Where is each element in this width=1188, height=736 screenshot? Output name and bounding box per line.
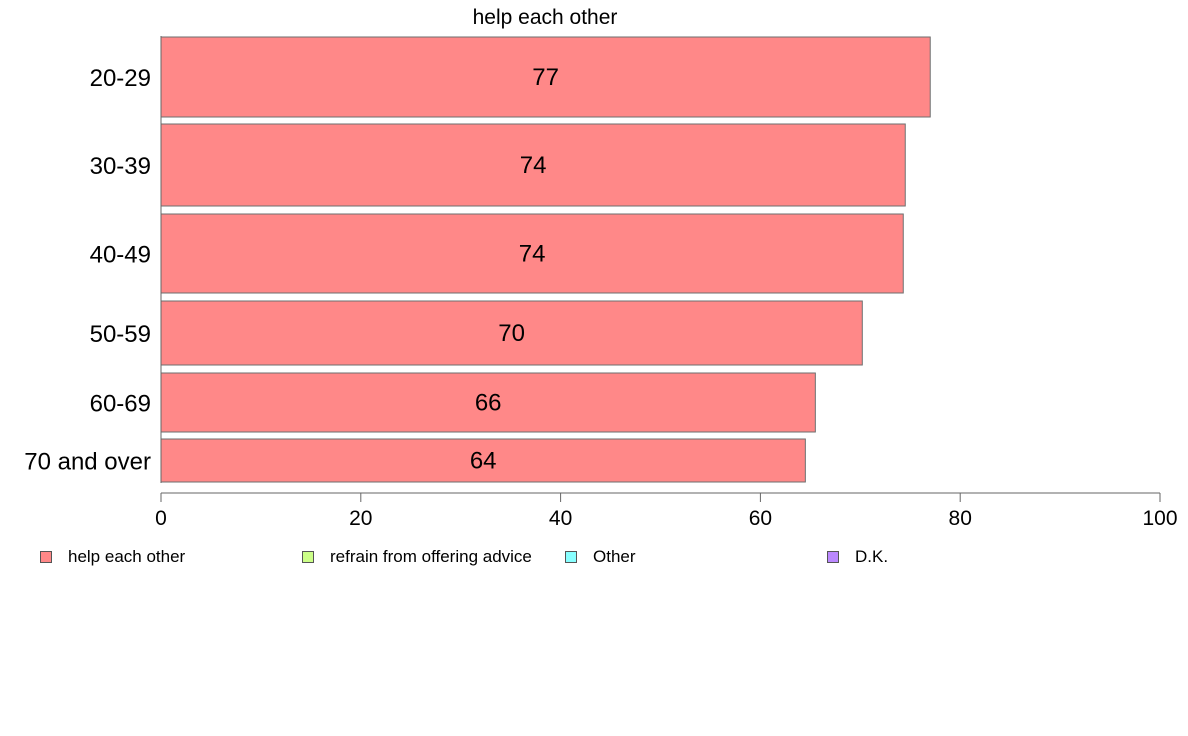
legend-item-help-each-other: help each other [40, 546, 185, 568]
bar-30-39 [160, 123, 906, 207]
bar-value-label: 66 [475, 390, 502, 417]
legend-item-dk: D.K. [827, 546, 888, 568]
bar-value-label: 74 [520, 152, 547, 179]
legend-swatch [565, 551, 577, 563]
bar-40-49 [160, 213, 904, 294]
category-label: 20-29 [90, 65, 151, 92]
bar-value-label: 64 [470, 448, 497, 475]
bar-value-label: 70 [498, 320, 525, 347]
bar-50-59 [160, 300, 863, 366]
legend-label: refrain from offering advice [330, 547, 532, 566]
x-tick-label: 20 [349, 507, 372, 530]
legend-label: D.K. [855, 547, 889, 566]
legend: help each other refrain from offering ad… [0, 546, 1188, 570]
legend-label: Other [593, 547, 636, 566]
x-tick-label: 100 [1142, 507, 1177, 530]
legend-item-other: Other [565, 546, 636, 568]
category-label: 60-69 [90, 391, 151, 418]
category-label: 70 and over [24, 449, 151, 476]
bar-60-69 [160, 372, 816, 433]
bar-20-29 [160, 36, 931, 118]
x-tick-label: 40 [549, 507, 572, 530]
legend-swatch [302, 551, 314, 563]
bar-value-label: 77 [532, 64, 559, 91]
x-tick-label: 60 [749, 507, 772, 530]
x-tick-label: 80 [949, 507, 972, 530]
legend-item-refrain-from-offering-advice: refrain from offering advice [302, 546, 532, 568]
bar-70-and-over [160, 438, 806, 483]
bars: 77 20-29 74 30-39 74 40-49 70 50-59 66 60-69 64 70 … [24, 36, 931, 483]
x-tick-label: 0 [155, 507, 167, 530]
x-axis: 0 20 40 60 80 100 [155, 36, 1178, 530]
legend-label: help each other [68, 547, 186, 566]
category-label: 30-39 [90, 153, 151, 180]
category-label: 50-59 [90, 321, 151, 348]
chart-title: help each other [473, 6, 618, 29]
bar-value-label: 74 [519, 241, 546, 268]
category-label: 40-49 [90, 242, 151, 269]
chart: help each other 77 20-29 74 30-39 74 40-49 70 5… [24, 6, 1178, 530]
legend-swatch [40, 551, 52, 563]
legend-swatch [827, 551, 839, 563]
